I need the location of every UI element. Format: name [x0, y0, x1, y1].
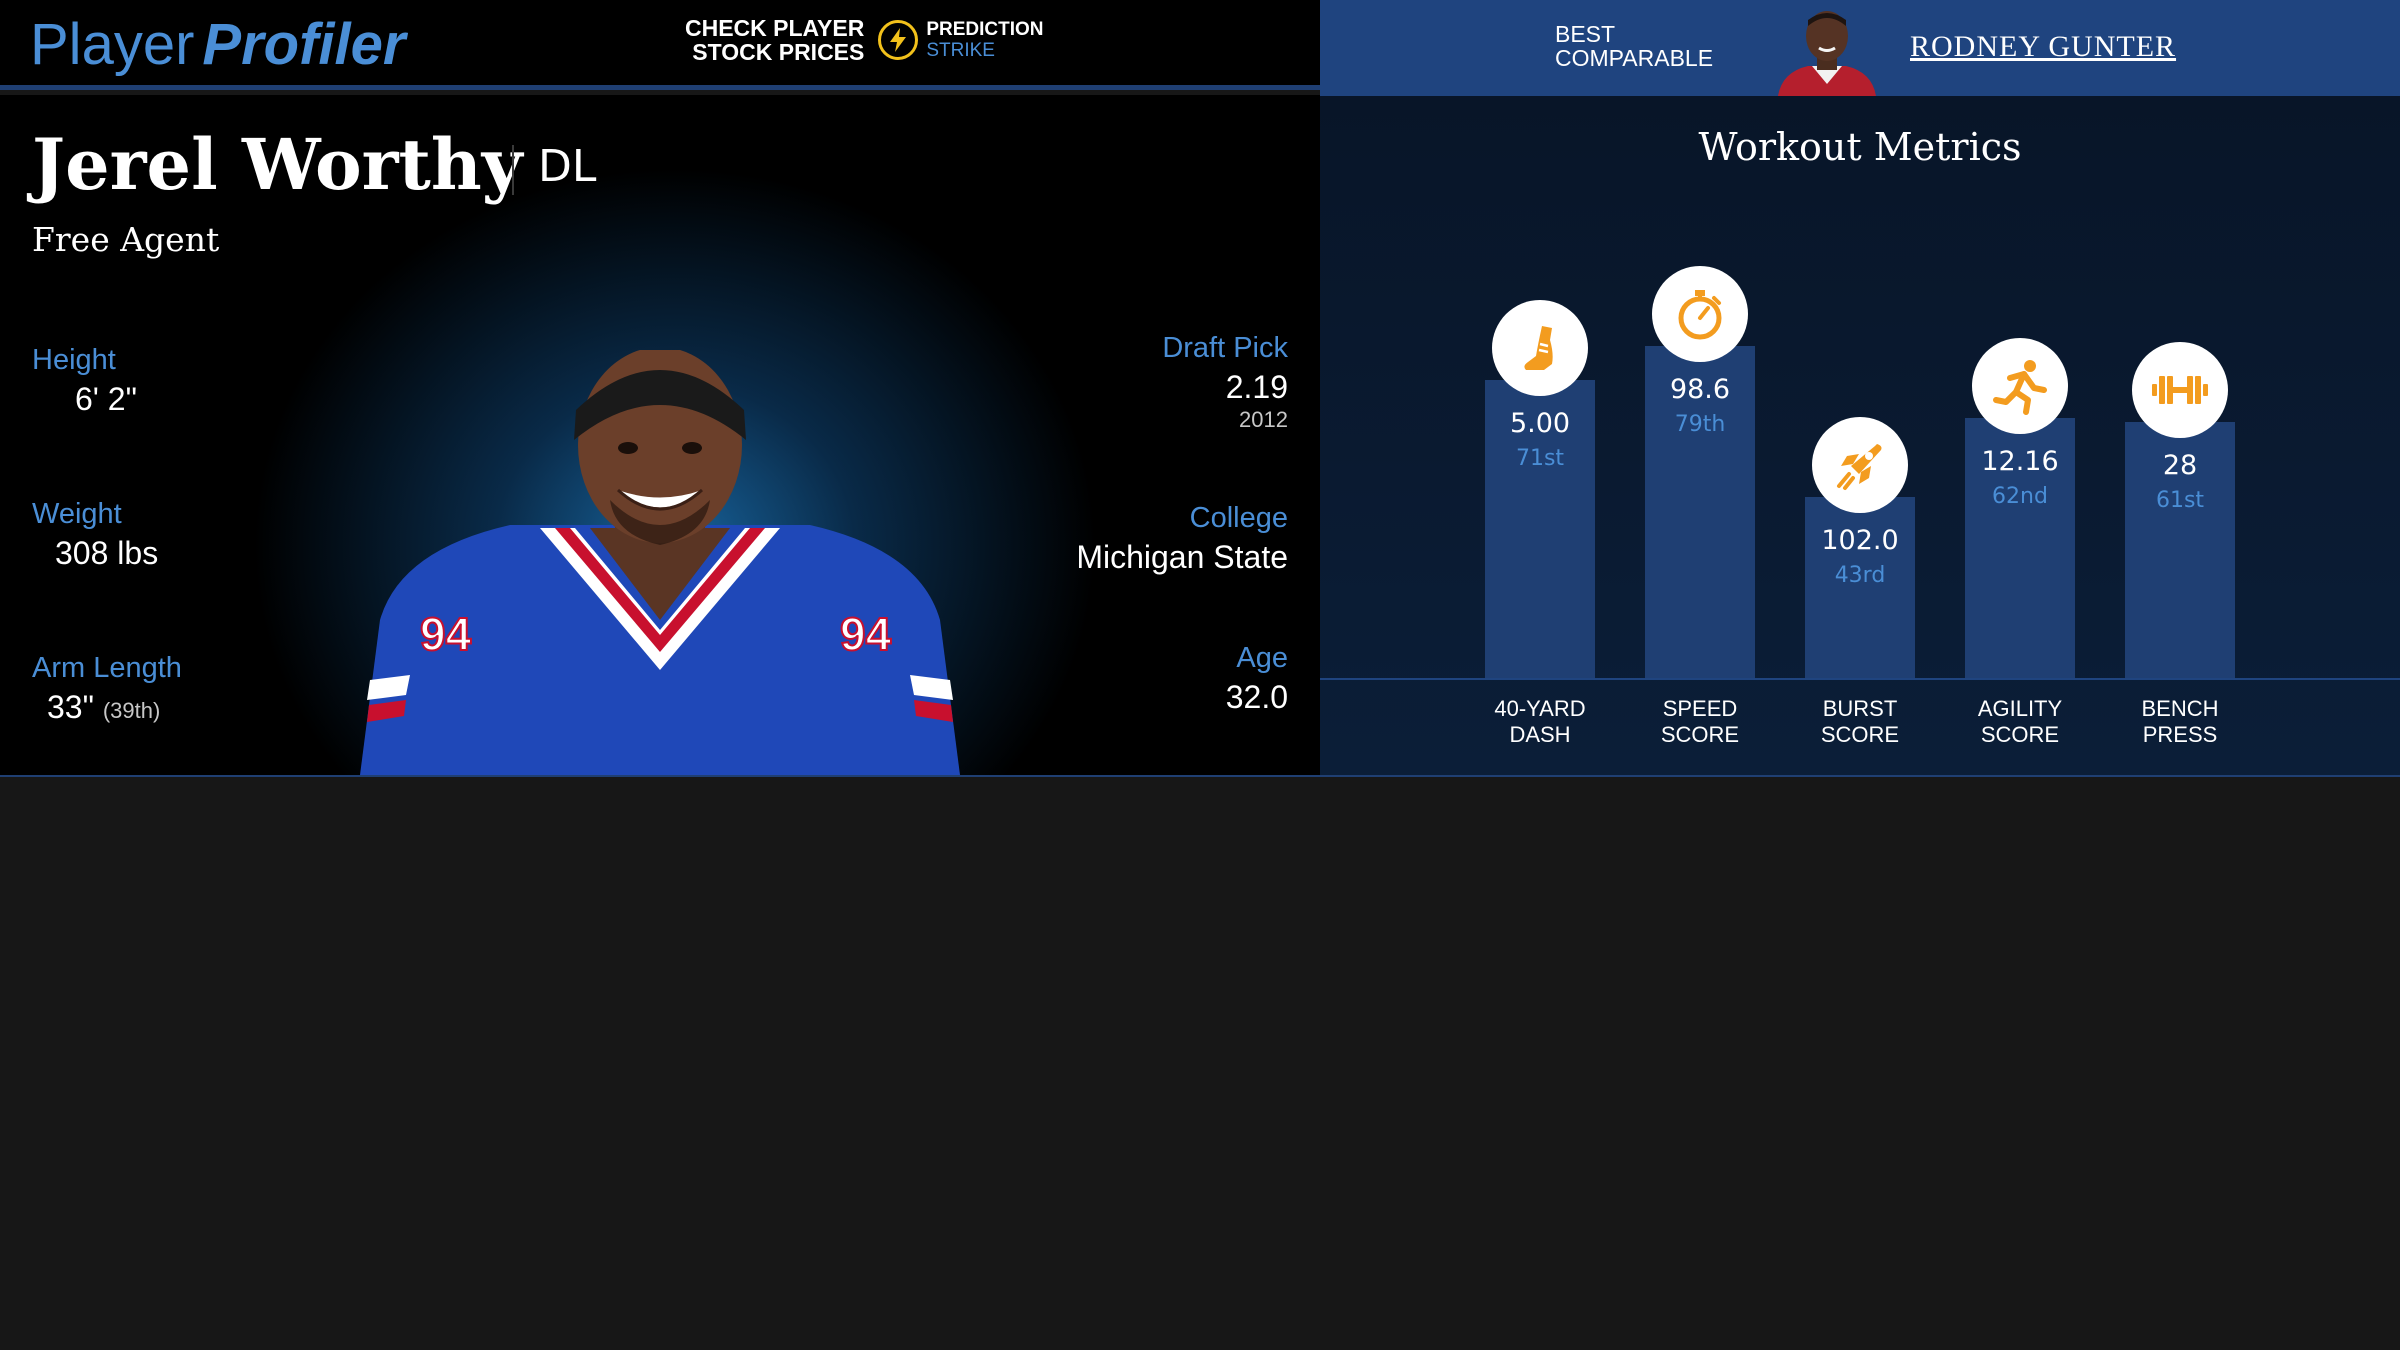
brand-line-2: STRIKE — [926, 40, 995, 61]
label-40-yard-dash: 40-YARD DASH — [1460, 696, 1620, 748]
rank-burst-score: 43rd — [1834, 563, 1886, 588]
value-burst-score: 102.0 — [1821, 525, 1899, 556]
college-label: College — [1189, 502, 1288, 534]
player-name: Jerel Worthy — [32, 123, 523, 206]
value-bench-press: 28 — [2162, 450, 2198, 481]
arm-length-percentile: (39th) — [102, 698, 161, 723]
workout-bars: 5.00 71st 40-YARD DASH 98.6 79th SPEED SCORE 102… — [1320, 96, 2400, 776]
logo-part-player: Player — [30, 12, 195, 77]
best-comparable-bar: BEST COMPARABLE RODNEY GUNTER — [1320, 0, 2400, 96]
promo-line-1: CHECK PLAYER — [685, 15, 865, 41]
rank-agility-score: 62nd — [1992, 484, 2048, 509]
rank-bench-press: 61st — [2155, 488, 2205, 513]
chart-title: Workout Metrics — [1698, 125, 2022, 169]
panel-bottom-border — [0, 775, 2400, 777]
label-line: AGILITY — [1977, 696, 2063, 721]
label-line: SCORE — [1660, 722, 1740, 747]
height-value: 6' 2" — [75, 381, 137, 417]
value-40-yard-dash: 5.00 — [1509, 408, 1571, 439]
value-speed-score: 98.6 — [1669, 374, 1731, 405]
promo-text: CHECK PLAYER STOCK PRICES — [685, 16, 864, 64]
arm-length-number: 33" — [47, 689, 94, 725]
logo-part-profiler: Profiler — [202, 12, 406, 77]
weight-label: Weight — [32, 498, 122, 530]
label-burst-score: BURST SCORE — [1780, 696, 1940, 748]
lightning-bolt-icon — [878, 20, 919, 60]
college-value: Michigan State — [1076, 539, 1288, 575]
stopwatch-icon — [1652, 266, 1748, 362]
header-accent-line — [0, 85, 1320, 90]
best-comparable-label: BEST COMPARABLE — [1555, 22, 1713, 70]
draft-pick-label: Draft Pick — [1162, 332, 1288, 364]
label-line: 40-YARD — [1494, 696, 1586, 721]
bar-agility-score — [1965, 418, 2075, 678]
label-line: PRESS — [2142, 722, 2218, 747]
player-panel: Jerel Worthy DL Free Agent Height 6' 2" … — [0, 95, 1320, 775]
best-label-line-1: BEST — [1555, 21, 1616, 47]
rank-40-yard-dash: 71st — [1515, 446, 1565, 471]
prediction-strike-brand: PREDICTION STRIKE — [926, 19, 1043, 61]
label-line: SPEED — [1662, 696, 1738, 721]
svg-text:94: 94 — [840, 608, 892, 660]
weight-value: 308 lbs — [55, 535, 159, 571]
label-line: SCORE — [1980, 722, 2060, 747]
promo-line-2: STOCK PRICES — [692, 39, 865, 65]
rocket-icon — [1812, 417, 1908, 513]
arm-length-label: Arm Length — [32, 652, 182, 684]
draft-pick-value: 2.19 — [1225, 369, 1288, 405]
player-photo: 94 94 — [340, 347, 980, 775]
label-bench-press: BENCH PRESS — [2100, 696, 2260, 748]
rank-speed-score: 79th — [1674, 412, 1726, 437]
runner-icon — [1972, 338, 2068, 434]
value-agility-score: 12.16 — [1981, 446, 2059, 477]
arm-length-value: 33" (39th) — [47, 688, 160, 730]
label-line: SCORE — [1820, 722, 1900, 747]
label-line: BURST — [1822, 696, 1898, 721]
label-line: DASH — [1509, 722, 1571, 747]
age-value: 32.0 — [1225, 679, 1288, 715]
comparable-player-photo — [1764, 8, 1890, 96]
bar-speed-score — [1645, 346, 1755, 678]
dumbbell-icon — [2132, 342, 2228, 438]
top-bar: Player Profiler CHECK PLAYER STOCK PRICES… — [0, 0, 1320, 90]
shoe-icon — [1492, 300, 1588, 396]
svg-text:94: 94 — [420, 608, 472, 660]
best-label-line-2: COMPARABLE — [1555, 45, 1714, 71]
label-line: BENCH — [2141, 696, 2219, 721]
workout-metrics-panel: Workout Metrics 5.00 71st 40-YARD DASH 98.6 7… — [1320, 96, 2400, 776]
player-position: DL — [538, 141, 597, 192]
bar-burst-score — [1805, 497, 1915, 678]
name-divider — [512, 145, 514, 195]
label-speed-score: SPEED SCORE — [1620, 696, 1780, 748]
comparable-player-link[interactable]: RODNEY GUNTER — [1910, 30, 2177, 63]
bar-40-yard-dash — [1485, 380, 1595, 678]
label-agility-score: AGILITY SCORE — [1940, 696, 2100, 748]
prediction-strike-promo[interactable]: CHECK PLAYER STOCK PRICES PREDICTION STR… — [685, 16, 1044, 64]
site-logo[interactable]: Player Profiler — [30, 12, 405, 78]
chart-baseline — [1320, 678, 2400, 680]
age-label: Age — [1236, 642, 1288, 674]
draft-year: 2012 — [1239, 407, 1288, 432]
brand-line-1: PREDICTION — [926, 19, 1044, 40]
player-team: Free Agent — [32, 220, 220, 259]
bar-bench-press — [2125, 422, 2235, 678]
height-label: Height — [32, 344, 116, 376]
